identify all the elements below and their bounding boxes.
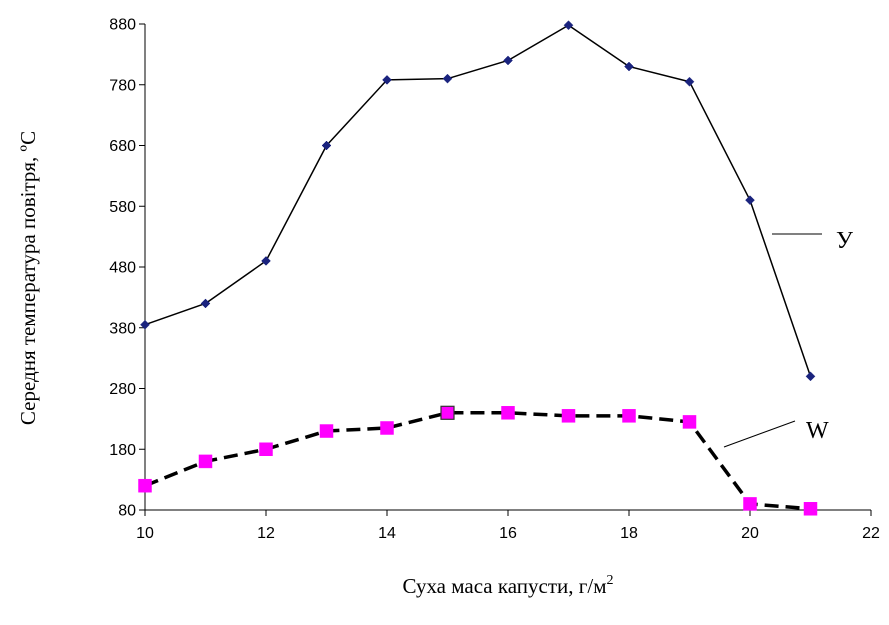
y-axis-title: Середня температура повітря, ºC: [16, 131, 40, 425]
series-1-point-5: [440, 405, 455, 420]
y-tick-label-1: 180: [109, 442, 136, 459]
series-1-point-2: [259, 442, 273, 456]
series-0-point-1: [200, 298, 211, 309]
series-1-point-11: [803, 502, 818, 516]
y-axis-ticks: 80 180 280 380 480 580 680 780 880: [109, 17, 145, 520]
series-0-point-9: [684, 76, 695, 87]
series-0-point-2: [261, 256, 271, 266]
y-tick-label-0: 80: [118, 503, 136, 520]
series-1-point-10: [743, 497, 757, 511]
series-0-point-3: [321, 140, 332, 151]
y-tick-label-6: 680: [109, 138, 136, 155]
y-tick-label-8: 880: [109, 17, 136, 34]
series-label-u: У: [836, 228, 853, 254]
x-tick-label-0: 10: [136, 525, 154, 542]
series-line-1: [144, 411, 811, 511]
series-1-point-9: [682, 415, 697, 429]
series-0-point-4: [382, 75, 392, 85]
axes: [144, 24, 871, 511]
y-tick-label-4: 480: [109, 260, 136, 277]
series-label-w: W: [806, 418, 829, 444]
series-0-point-0: [140, 319, 150, 330]
y-tick-label-5: 580: [109, 199, 136, 216]
series-1-point-1: [198, 454, 213, 469]
x-axis-title: Суха маса капусти, г/м2: [402, 573, 613, 598]
series-1-point-4: [380, 421, 394, 435]
series-layer: [138, 20, 818, 516]
series-1-point-7: [561, 409, 576, 423]
y-tick-label-7: 780: [109, 77, 136, 94]
x-tick-label-1: 12: [257, 525, 275, 542]
series-1-point-0: [138, 478, 152, 493]
series-0-point-5: [442, 73, 453, 84]
series-1-point-3: [319, 424, 334, 438]
series-0-point-10: [745, 195, 755, 206]
series-callout-line-w: [723, 420, 796, 448]
x-axis-ticks: 10 12 14 16 18 20 22: [136, 510, 880, 542]
x-tick-label-4: 18: [620, 525, 638, 542]
x-tick-label-2: 14: [378, 525, 396, 542]
y-tick-label-2: 280: [109, 381, 136, 398]
x-tick-label-6: 22: [862, 525, 880, 542]
series-0-point-6: [503, 55, 513, 66]
series-1-point-6: [501, 406, 515, 420]
x-axis-title-superscript: 2: [607, 573, 614, 588]
y-tick-label-3: 380: [109, 320, 136, 337]
series-0-point-7: [563, 20, 574, 31]
x-tick-label-5: 20: [741, 525, 759, 542]
x-tick-label-3: 16: [499, 525, 517, 542]
series-line-0: [144, 24, 812, 377]
x-axis-title-text: Суха маса капусти, г/м: [402, 574, 606, 598]
series-1-point-8: [622, 409, 636, 423]
series-0-point-8: [624, 61, 634, 72]
series-0-point-11: [805, 371, 816, 382]
